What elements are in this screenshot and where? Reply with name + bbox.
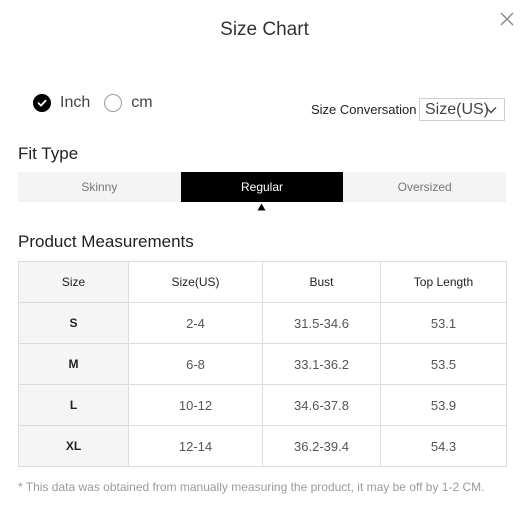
table-row: XL 12-14 36.2-39.4 54.3 [18,425,507,467]
header-bust: Bust [262,261,381,303]
header-size: Size [18,261,129,303]
check-icon [37,99,47,107]
cell-top-length: 54.3 [380,425,507,467]
cell-size: S [18,302,129,344]
chevron-down-icon [485,107,497,114]
unit-option-inch[interactable]: Inch [33,94,90,112]
measurements-table: Size Size(US) Bust Top Length S 2-4 31.5… [18,261,507,467]
tab-skinny[interactable]: Skinny [81,180,118,194]
size-conversion-select[interactable]: Size(US) [419,98,505,121]
cell-size-us: 10-12 [128,384,263,426]
cell-bust: 36.2-39.4 [262,425,381,467]
close-icon[interactable] [498,10,516,28]
tab-regular[interactable]: Regular [180,172,344,202]
unit-label-inch: Inch [60,94,91,111]
dialog-title: Size Chart [220,19,309,40]
header-top-length: Top Length [380,261,507,303]
size-conversion-value: Size(US) [425,100,490,118]
cell-bust: 34.6-37.8 [262,384,381,426]
cell-top-length: 53.1 [380,302,507,344]
cell-top-length: 53.9 [380,384,507,426]
cell-top-length: 53.5 [380,343,507,385]
cell-size-us: 6-8 [128,343,263,385]
cell-bust: 33.1-36.2 [262,343,381,385]
cell-size-us: 12-14 [128,425,263,467]
measurement-note: * This data was obtained from manually m… [18,480,485,494]
table-row: L 10-12 34.6-37.8 53.9 [18,384,507,426]
table-header-row: Size Size(US) Bust Top Length [18,261,507,303]
size-conversion-label: Size Conversation [311,102,417,117]
measurements-title: Product Measurements [18,232,194,251]
tab-oversized[interactable]: Oversized [397,180,452,194]
caret-up-icon [257,203,266,211]
header-size-us: Size(US) [128,261,263,303]
fit-type-title: Fit Type [18,144,79,163]
table-row: M 6-8 33.1-36.2 53.5 [18,343,507,385]
radio-inch[interactable] [33,94,51,112]
table-row: S 2-4 31.5-34.6 53.1 [18,302,507,344]
cell-size-us: 2-4 [128,302,263,344]
fit-type-tabs: Skinny Regular Oversized [18,172,506,202]
unit-selector: Inch cm [33,94,167,112]
cell-size: M [18,343,129,385]
cell-bust: 31.5-34.6 [262,302,381,344]
unit-option-cm[interactable]: cm [104,94,153,112]
unit-label-cm: cm [131,94,153,111]
cell-size: XL [18,425,129,467]
radio-cm[interactable] [104,94,123,112]
cell-size: L [18,384,129,426]
